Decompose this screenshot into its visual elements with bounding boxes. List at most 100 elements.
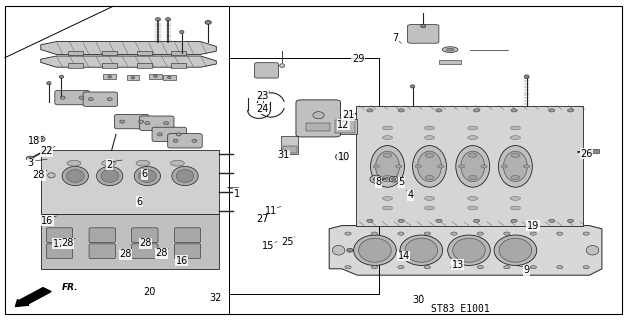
Ellipse shape [260, 95, 266, 98]
Ellipse shape [448, 235, 490, 266]
Ellipse shape [370, 175, 382, 183]
Text: 6: 6 [141, 169, 147, 180]
Ellipse shape [468, 136, 478, 140]
Ellipse shape [205, 20, 211, 24]
Text: 5: 5 [398, 177, 404, 188]
Ellipse shape [511, 219, 517, 222]
Ellipse shape [413, 146, 446, 187]
Text: 24: 24 [256, 104, 268, 114]
Ellipse shape [524, 75, 529, 79]
Ellipse shape [415, 165, 421, 168]
FancyBboxPatch shape [167, 134, 202, 148]
Ellipse shape [567, 219, 574, 222]
Ellipse shape [60, 96, 65, 99]
Ellipse shape [59, 75, 63, 78]
Text: 19: 19 [527, 220, 539, 231]
Ellipse shape [398, 232, 404, 235]
Ellipse shape [442, 47, 458, 52]
Ellipse shape [62, 166, 88, 186]
FancyBboxPatch shape [255, 63, 278, 78]
Ellipse shape [477, 266, 483, 269]
Ellipse shape [424, 266, 431, 269]
Ellipse shape [468, 126, 478, 130]
Bar [306, 123, 330, 131]
Ellipse shape [173, 139, 178, 142]
Ellipse shape [510, 126, 520, 130]
Ellipse shape [436, 109, 442, 112]
Ellipse shape [367, 219, 373, 222]
Ellipse shape [367, 109, 373, 112]
Ellipse shape [400, 235, 443, 266]
Ellipse shape [39, 138, 43, 140]
Ellipse shape [468, 206, 478, 210]
Ellipse shape [557, 232, 563, 235]
Ellipse shape [41, 147, 49, 150]
Text: 30: 30 [412, 295, 424, 305]
Ellipse shape [164, 122, 169, 125]
Ellipse shape [557, 266, 563, 269]
Text: ST83 E1001: ST83 E1001 [431, 304, 490, 314]
Ellipse shape [335, 153, 348, 161]
Ellipse shape [389, 176, 398, 182]
Text: 28: 28 [33, 170, 45, 180]
Bar [171, 51, 186, 55]
Ellipse shape [511, 153, 520, 157]
Ellipse shape [567, 109, 574, 112]
Ellipse shape [458, 165, 465, 168]
Bar [281, 136, 298, 154]
Ellipse shape [280, 64, 285, 68]
Ellipse shape [446, 48, 454, 51]
Ellipse shape [583, 232, 589, 235]
Ellipse shape [36, 137, 45, 142]
FancyBboxPatch shape [83, 92, 117, 106]
Bar [163, 75, 176, 80]
Ellipse shape [405, 238, 438, 262]
Ellipse shape [477, 232, 483, 235]
Ellipse shape [456, 146, 490, 187]
Text: 26: 26 [580, 148, 593, 159]
Text: 28: 28 [119, 249, 132, 260]
Polygon shape [41, 214, 219, 269]
Text: 18: 18 [28, 136, 41, 146]
Text: 17: 17 [53, 239, 65, 249]
Text: 11: 11 [265, 206, 277, 216]
Ellipse shape [468, 175, 477, 180]
Ellipse shape [139, 170, 156, 182]
Ellipse shape [139, 120, 144, 123]
Bar [127, 75, 139, 80]
Text: 10: 10 [337, 152, 350, 162]
Ellipse shape [46, 82, 51, 85]
FancyBboxPatch shape [296, 100, 340, 137]
Ellipse shape [373, 165, 379, 168]
Ellipse shape [66, 170, 84, 182]
Bar [171, 63, 186, 68]
Ellipse shape [145, 122, 150, 125]
Ellipse shape [424, 206, 435, 210]
Ellipse shape [501, 165, 507, 168]
FancyBboxPatch shape [408, 25, 439, 43]
Bar [344, 113, 351, 116]
Bar [137, 63, 152, 68]
Text: 25: 25 [281, 236, 293, 247]
Text: 8: 8 [375, 177, 381, 188]
Ellipse shape [97, 166, 123, 186]
Text: 2: 2 [107, 160, 113, 170]
Text: 28: 28 [155, 248, 168, 259]
Ellipse shape [481, 165, 487, 168]
Ellipse shape [376, 151, 399, 182]
FancyBboxPatch shape [139, 116, 174, 131]
Ellipse shape [134, 166, 161, 186]
Ellipse shape [511, 175, 520, 180]
Ellipse shape [108, 76, 112, 78]
Ellipse shape [261, 103, 265, 107]
Ellipse shape [157, 133, 162, 136]
Ellipse shape [171, 160, 184, 166]
Ellipse shape [425, 153, 434, 157]
Text: 4: 4 [408, 190, 414, 200]
Ellipse shape [425, 175, 434, 180]
Text: 16: 16 [176, 256, 188, 266]
Text: 23: 23 [256, 91, 268, 101]
Text: 21: 21 [342, 110, 355, 120]
Ellipse shape [371, 266, 377, 269]
Ellipse shape [396, 165, 402, 168]
